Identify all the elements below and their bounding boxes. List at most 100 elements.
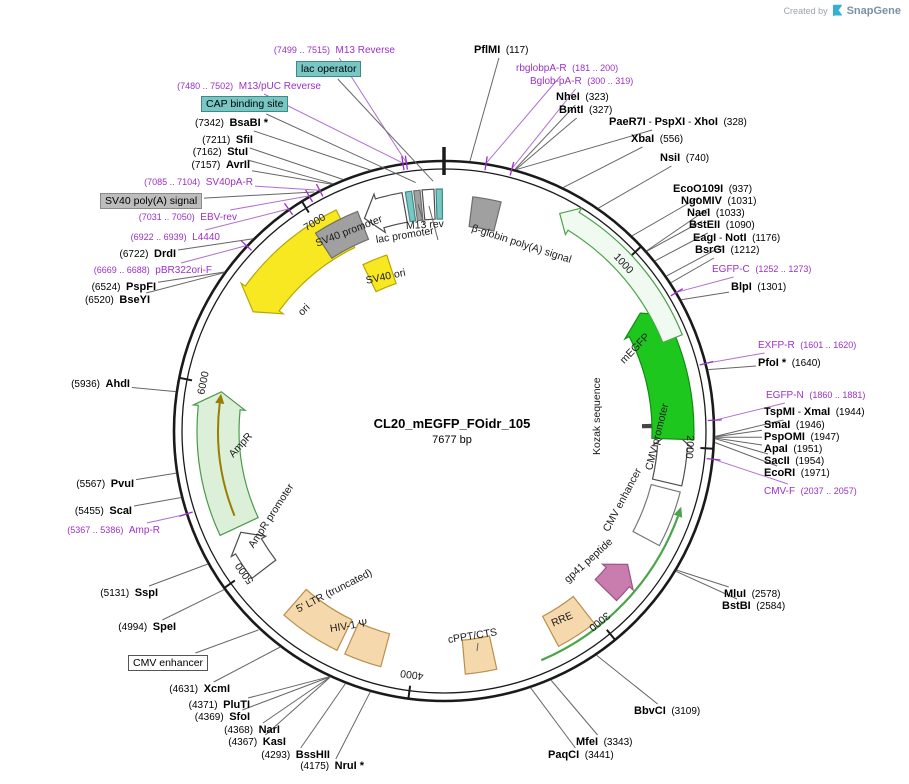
enzyme-label-bseyi[interactable]: (6520) BseYI bbox=[84, 294, 150, 306]
enzyme-label-mfei[interactable]: MfeI (3343) bbox=[576, 736, 633, 748]
feature-orf-bottom-arc[interactable] bbox=[540, 515, 680, 662]
boxed-label-lac-operator[interactable]: lac operator bbox=[296, 61, 362, 77]
enzyme-label-ecoo109i[interactable]: EcoO109I (937) bbox=[673, 183, 753, 195]
primer-label-egfp-c[interactable]: EGFP-C (1252 .. 1273) bbox=[712, 264, 812, 275]
primer-label-pbr322ori-f[interactable]: (6669 .. 6688) pBR322ori-F bbox=[93, 265, 212, 276]
boxed-label-sv40-poly-a-signal[interactable]: SV40 poly(A) signal bbox=[100, 193, 203, 209]
feature-label-lac-promoter[interactable]: lac promoter bbox=[375, 224, 435, 246]
feature-label-kozak-sequence[interactable]: Kozak sequence bbox=[591, 377, 603, 455]
feature-ampr-inner-arrow[interactable] bbox=[217, 403, 236, 517]
primer-label-exfp-r[interactable]: EXFP-R (1601 .. 1620) bbox=[758, 340, 857, 351]
primer-label-m13-puc-reverse[interactable]: (7480 .. 7502) M13/pUC Reverse bbox=[177, 81, 321, 92]
enzyme-label-pspfi[interactable]: (6524) PspFI bbox=[91, 281, 156, 293]
feature-label-ampr[interactable]: AmpR bbox=[226, 430, 255, 461]
feature-ampr-arrow[interactable] bbox=[191, 391, 259, 537]
enzyme-label-nsii[interactable]: NsiI (740) bbox=[660, 152, 710, 164]
enzyme-label-avrii[interactable]: (7157) AvrII bbox=[191, 159, 250, 171]
primer-label-sv40pa-r[interactable]: (7085 .. 7104) SV40pA-R bbox=[144, 177, 253, 188]
enzyme-label-paqci[interactable]: PaqCI (3441) bbox=[548, 749, 614, 761]
boxed-label-cap-binding-site[interactable]: CAP binding site bbox=[201, 96, 289, 112]
enzyme-label-naei[interactable]: NaeI (1033) bbox=[687, 207, 745, 219]
primer-label-pbr322ori-f-line bbox=[180, 245, 247, 264]
enzyme-label-pluti[interactable]: (4371) PluTI bbox=[188, 699, 250, 711]
feature-rre-box[interactable] bbox=[541, 595, 596, 648]
enzyme-label-bsteii[interactable]: BstEII (1090) bbox=[689, 219, 755, 231]
feature-lac-promoter-box[interactable] bbox=[421, 188, 436, 221]
enzyme-label-bbvci[interactable]: BbvCI (3109) bbox=[634, 705, 701, 717]
enzyme-label-ecori[interactable]: EcoRI (1971) bbox=[764, 467, 830, 479]
primer-label-ebv-rev[interactable]: (7031 .. 7050) EBV-rev bbox=[138, 212, 237, 223]
enzyme-label-pvui[interactable]: (5567) PvuI bbox=[76, 478, 134, 490]
enzyme-label-mlui[interactable]: MluI (2578) bbox=[724, 588, 781, 600]
feature-label-sv40-ori[interactable]: SV40 ori bbox=[364, 266, 407, 287]
feature-label-ampr-promoter[interactable]: AmpR promoter bbox=[245, 481, 297, 551]
enzyme-label-bstbi-line bbox=[675, 570, 738, 600]
primer-label-l4440[interactable]: (6922 .. 6939) L4440 bbox=[130, 232, 220, 243]
feature-hiv1-psi-box[interactable] bbox=[344, 622, 391, 668]
enzyme-label-xbai[interactable]: XbaI (556) bbox=[631, 133, 684, 145]
enzyme-label-nrui[interactable]: (4175) NruI * bbox=[300, 760, 364, 772]
enzyme-label-ahdi[interactable]: (5936) AhdI bbox=[71, 378, 130, 390]
enzyme-label-sfii[interactable]: (7211) SfiI bbox=[202, 134, 253, 146]
feature-label-hiv-1[interactable]: HIV-1 Ψ bbox=[329, 617, 369, 635]
enzyme-label-paer7i-pspxi-xhoi[interactable]: PaeR7I - PspXI - XhoI (328) bbox=[609, 116, 747, 128]
enzyme-label-ngomiv[interactable]: NgoMIV (1031) bbox=[681, 195, 757, 207]
enzyme-label-bsrgi[interactable]: BsrGI (1212) bbox=[695, 244, 760, 256]
enzyme-label-kasi[interactable]: (4367) KasI bbox=[228, 736, 286, 748]
feature-label-5-ltr-truncated[interactable]: 5' LTR (truncated) bbox=[294, 566, 375, 616]
enzyme-label-pfoi-line bbox=[707, 365, 757, 371]
enzyme-label-drdi[interactable]: (6722) DrdI bbox=[119, 248, 176, 260]
feature-sv40-polya-box[interactable] bbox=[314, 210, 370, 260]
feature-ltr5-box[interactable] bbox=[283, 588, 353, 652]
feature-label-megfp[interactable]: mEGFP bbox=[617, 330, 653, 367]
feature-kozak-mark[interactable] bbox=[641, 423, 654, 429]
enzyme-label-blpi[interactable]: BlpI (1301) bbox=[731, 281, 787, 293]
feature-label-cmv-enhancer[interactable]: CMV enhancer bbox=[600, 466, 645, 534]
enzyme-label-bstbi[interactable]: BstBI (2584) bbox=[722, 600, 786, 612]
enzyme-label-smai[interactable]: SmaI (1946) bbox=[764, 419, 825, 431]
primer-tick-m13-puc-reverse bbox=[401, 156, 405, 171]
enzyme-label-stui[interactable]: (7162) StuI bbox=[192, 146, 248, 158]
feature-gp41-peptide-arrow[interactable] bbox=[594, 563, 635, 602]
enzyme-label-pfoi[interactable]: PfoI * (1640) bbox=[758, 357, 821, 369]
primer-label-egfp-n[interactable]: EGFP-N (1860 .. 1881) bbox=[766, 390, 866, 401]
feature-label-cmv-promoter[interactable]: CMV promoter bbox=[643, 402, 672, 472]
primer-label-rbglobpa-r[interactable]: rbglobpA-R (181 .. 200) bbox=[516, 63, 619, 74]
enzyme-label-bsabi[interactable]: (7342) BsaBI * bbox=[195, 117, 268, 129]
enzyme-label-pflmi[interactable]: PflMI (117) bbox=[474, 44, 529, 56]
feature-sv40-promoter-arrow[interactable] bbox=[363, 192, 408, 234]
feature-label-gp41-peptide[interactable]: gp41 peptide bbox=[561, 535, 616, 586]
feature-cap-binding-bar[interactable] bbox=[404, 190, 417, 223]
enzyme-label-nhei[interactable]: NheI (323) bbox=[556, 91, 609, 103]
enzyme-label-sspi[interactable]: (5131) SspI bbox=[100, 587, 158, 599]
enzyme-label-sfoi[interactable]: (4369) SfoI bbox=[194, 711, 250, 723]
enzyme-label-xcmi[interactable]: (4631) XcmI bbox=[169, 683, 230, 695]
enzyme-label-eagi-noti[interactable]: EagI - NotI (1176) bbox=[693, 232, 781, 244]
primer-label-cmv-f[interactable]: CMV-F (2037 .. 2057) bbox=[764, 486, 857, 497]
enzyme-label-scai[interactable]: (5455) ScaI bbox=[74, 505, 132, 517]
primer-label-m13-reverse[interactable]: (7499 .. 7515) M13 Reverse bbox=[273, 45, 395, 56]
enzyme-label-apai[interactable]: ApaI (1951) bbox=[764, 443, 823, 455]
feature-sv40-ori-box[interactable] bbox=[362, 254, 397, 293]
primer-label-amp-r[interactable]: (5367 .. 5386) Amp-R bbox=[67, 525, 160, 536]
boxed-label-cmv-enhancer[interactable]: CMV enhancer bbox=[128, 655, 209, 671]
feature-cmv-promoter-arrow[interactable] bbox=[650, 430, 695, 487]
feature-label-rre[interactable]: RRE bbox=[549, 609, 575, 630]
feature-label-globin-poly-a-signal[interactable]: β-globin poly(A) signal bbox=[470, 222, 573, 266]
feature-lac-operator-bar[interactable] bbox=[435, 188, 444, 220]
enzyme-label-sacii[interactable]: SacII (1954) bbox=[764, 455, 825, 467]
primer-label-bglob-pa-r[interactable]: Bglob-pA-R (300 .. 319) bbox=[530, 76, 634, 87]
enzyme-label-nari[interactable]: (4368) NarI bbox=[224, 724, 280, 736]
feature-bglobin-polya-box[interactable] bbox=[468, 196, 502, 232]
feature-cmv-enhancer-box[interactable] bbox=[632, 483, 681, 547]
enzyme-label-bsshii[interactable]: (4293) BssHII bbox=[261, 749, 330, 761]
feature-ampr-promoter-arrow[interactable] bbox=[230, 531, 277, 580]
feature-label-cppt-cts[interactable]: cPPT/CTS bbox=[447, 626, 498, 646]
feature-cppt-cts-box[interactable] bbox=[461, 635, 498, 675]
enzyme-label-pspomi[interactable]: PspOMI (1947) bbox=[764, 431, 840, 443]
feature-label-ori[interactable]: ori bbox=[295, 301, 313, 319]
enzyme-label-spei[interactable]: (4994) SpeI bbox=[118, 621, 176, 633]
enzyme-label-tspmi-xmai[interactable]: TspMI - XmaI (1944) bbox=[764, 406, 865, 418]
feature-orf-top-arrow[interactable] bbox=[558, 207, 684, 344]
enzyme-label-bmti[interactable]: BmtI (327) bbox=[559, 104, 613, 116]
